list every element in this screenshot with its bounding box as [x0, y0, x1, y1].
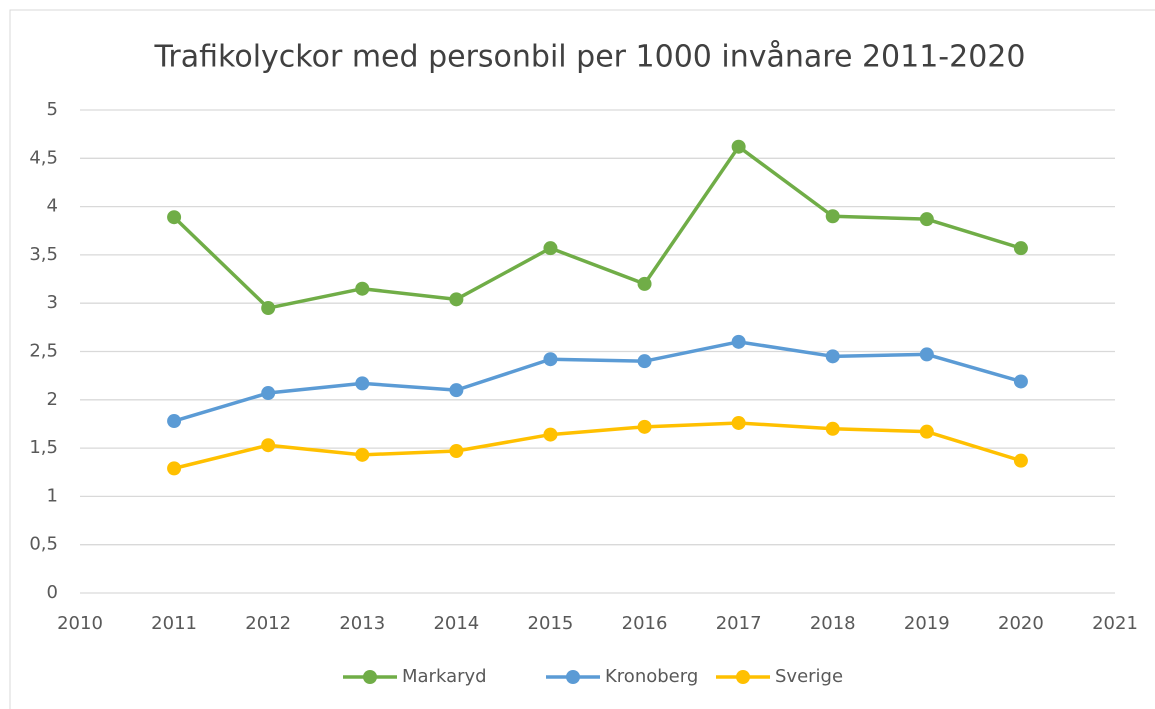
y-tick-label: 1	[47, 485, 58, 506]
data-point	[167, 461, 182, 476]
legend-marker	[736, 670, 750, 684]
data-point	[637, 276, 652, 291]
y-tick-label: 0	[47, 582, 58, 603]
data-point	[1013, 374, 1028, 389]
x-tick-label: 2014	[433, 613, 479, 634]
data-point	[355, 281, 370, 296]
x-tick-label: 2017	[716, 613, 762, 634]
data-point	[449, 383, 464, 398]
data-point	[543, 352, 558, 367]
series-line	[173, 340, 1022, 423]
legend-marker	[566, 670, 580, 684]
data-point	[167, 414, 182, 429]
data-point	[543, 427, 558, 442]
data-point	[355, 376, 370, 391]
data-point	[731, 415, 746, 430]
data-point	[731, 334, 746, 349]
x-tick-label: 2020	[998, 613, 1044, 634]
data-point	[355, 447, 370, 462]
y-tick-label: 3,5	[29, 244, 58, 265]
data-point	[637, 419, 652, 434]
x-tick-label: 2018	[810, 613, 856, 634]
y-tick-label: 2	[47, 389, 58, 410]
data-point	[1013, 453, 1028, 468]
data-point	[543, 241, 558, 256]
x-tick-label: 2015	[528, 613, 574, 634]
legend-label: Kronoberg	[605, 666, 698, 687]
data-point	[825, 349, 840, 364]
data-point	[731, 139, 746, 154]
y-tick-label: 0,5	[29, 534, 58, 555]
data-point	[261, 386, 276, 401]
data-point	[919, 347, 934, 362]
x-tick-label: 2010	[57, 613, 103, 634]
y-tick-label: 4	[47, 196, 58, 217]
data-point	[261, 438, 276, 453]
x-tick-label: 2013	[339, 613, 385, 634]
series-line	[173, 421, 1022, 471]
y-tick-label: 4,5	[29, 147, 58, 168]
data-point	[919, 212, 934, 227]
y-tick-label: 3	[47, 292, 58, 313]
series-line	[172, 144, 1022, 310]
chart-title: Trafikolyckor med personbil per 1000 inv…	[154, 40, 1026, 75]
y-tick-label: 5	[47, 99, 58, 120]
data-point	[449, 292, 464, 307]
data-point	[825, 209, 840, 224]
x-tick-label: 2012	[245, 613, 291, 634]
y-tick-label: 2,5	[29, 341, 58, 362]
data-point	[637, 354, 652, 369]
data-point	[449, 443, 464, 458]
data-point	[1013, 241, 1028, 256]
data-point	[825, 421, 840, 436]
x-tick-label: 2016	[622, 613, 668, 634]
data-point	[167, 210, 182, 225]
x-tick-label: 2019	[904, 613, 950, 634]
x-tick-label: 2021	[1092, 613, 1138, 634]
data-point	[919, 424, 934, 439]
legend-marker	[363, 670, 377, 684]
x-tick-label: 2011	[151, 613, 197, 634]
legend-label: Sverige	[775, 666, 843, 687]
data-point	[261, 301, 276, 316]
y-tick-label: 1,5	[29, 437, 58, 458]
legend-label: Markaryd	[402, 666, 487, 687]
